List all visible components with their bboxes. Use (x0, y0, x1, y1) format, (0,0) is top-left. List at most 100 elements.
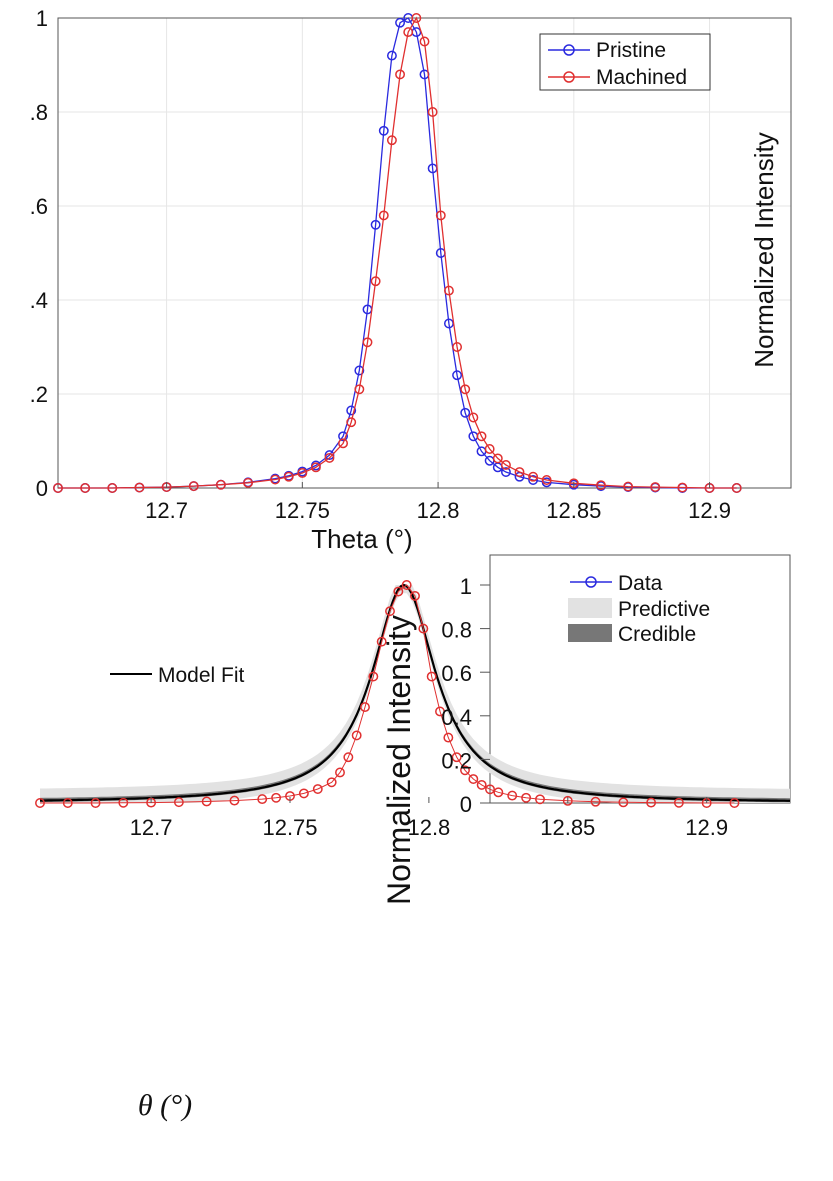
chart-bottom: 12.7 12.75 12.8 12.85 12.9 0 0.2 0.4 0.6 0.8 1 θ … (35, 554, 791, 1122)
bottom-x-ticks: 12.7 12.75 12.8 12.85 12.9 (130, 797, 728, 840)
top-point-machined (215, 479, 226, 490)
bottom-series (35, 580, 790, 808)
bottom-data-point (401, 580, 412, 590)
top-legend-label-pristine: Pristine (596, 39, 666, 62)
top-point-machined (650, 482, 661, 493)
top-point-machined (378, 210, 389, 221)
top-x-axis-label: Theta (°) (311, 524, 412, 554)
bottom-data-point (312, 784, 323, 794)
top-point-machined (500, 460, 511, 470)
top-point-pristine (370, 219, 381, 230)
bottom-data-point (521, 792, 532, 803)
top-y-axis-label: Normalized Intensity (749, 132, 779, 368)
top-point-pristine (395, 17, 406, 28)
chart-top: 12.7 12.75 12.8 12.85 12.9 0 .2 .4 .6 .8 1 Theta … (30, 6, 792, 554)
top-point-machined (419, 36, 430, 47)
top-point-pristine (528, 475, 539, 485)
bottom-y-tick-label: 1 (460, 574, 472, 599)
bottom-legend: Data Predictive Credible Model Fit (110, 572, 710, 687)
bottom-data-point (385, 606, 395, 617)
top-point-machined (324, 452, 335, 463)
bottom-data-point (618, 797, 629, 808)
top-point-machined (476, 431, 487, 442)
bottom-data-point (62, 798, 73, 808)
top-point-machined (386, 135, 397, 146)
top-plot-frame (57, 17, 792, 489)
bottom-data-point (535, 794, 545, 805)
top-point-machined (370, 276, 381, 287)
bottom-data-point (468, 774, 479, 784)
top-point-machined (107, 483, 118, 493)
top-point-machined (492, 453, 503, 464)
bottom-legend-label-data: Data (618, 572, 663, 595)
top-y-tick-label: 0 (36, 476, 48, 501)
top-point-machined (468, 412, 479, 423)
bottom-x-tick-label: 12.8 (407, 815, 450, 840)
bottom-data-point (35, 798, 45, 808)
top-point-machined (427, 107, 438, 117)
top-point-pristine (386, 50, 397, 61)
bottom-data-point (376, 636, 387, 647)
top-point-machined (677, 482, 688, 493)
bottom-data-point (326, 777, 337, 788)
bottom-legend-swatch-predictive (568, 598, 612, 618)
top-y-ticks: 0 .2 .4 .6 .8 1 (30, 6, 48, 501)
top-legend-marker-pristine (563, 44, 575, 56)
top-point-pristine (500, 467, 511, 477)
bottom-x-tick-label: 12.9 (685, 815, 728, 840)
bottom-data-point (229, 795, 240, 806)
bottom-data-point (368, 671, 379, 682)
bottom-data-point (451, 752, 462, 763)
bottom-data-point (90, 798, 101, 808)
top-point-machined (346, 417, 357, 428)
top-point-machined (623, 481, 634, 492)
bottom-x-tick-label: 12.7 (130, 815, 173, 840)
bottom-legend-swatch-credible (568, 624, 612, 642)
top-x-ticks: 12.7 12.75 12.8 12.85 12.9 (145, 482, 731, 523)
bottom-data-point (590, 796, 601, 807)
bottom-data-point (485, 784, 495, 795)
top-point-machined (411, 13, 422, 23)
bottom-data-point (173, 797, 184, 808)
top-point-machined (435, 210, 446, 221)
bottom-data-point (351, 730, 362, 741)
bottom-data-point (418, 623, 429, 634)
top-point-pristine (452, 370, 463, 381)
bottom-x-tick-label: 12.75 (262, 815, 317, 840)
top-y-tick-label: 1 (36, 6, 48, 31)
bottom-data-point (729, 798, 740, 808)
bottom-data-point (443, 732, 454, 743)
bottom-y-tick-label: 0.8 (441, 618, 472, 643)
bottom-data-point (393, 586, 404, 597)
bottom-data-point (562, 795, 573, 806)
bottom-legend-label-credible: Credible (618, 623, 696, 646)
top-x-tick-label: 12.75 (275, 498, 330, 523)
top-point-machined (395, 69, 406, 80)
top-y-tick-label: .4 (30, 288, 48, 313)
bottom-data-point (257, 794, 268, 805)
top-point-pristine (460, 407, 471, 418)
top-legend-label-machined: Machined (596, 66, 687, 89)
top-point-pristine (346, 405, 357, 416)
top-point-machined (188, 481, 199, 492)
top-point-machined (297, 468, 308, 478)
bottom-data-point (343, 752, 354, 763)
bottom-data-point (507, 790, 518, 801)
top-x-tick-label: 12.85 (546, 498, 601, 523)
top-point-machined (243, 477, 253, 488)
bottom-data-point (476, 779, 487, 790)
top-y-tick-label: .2 (30, 382, 48, 407)
bottom-model-fit-line (40, 583, 790, 802)
top-legend-box (539, 33, 711, 91)
top-y-tick-label: .8 (30, 100, 48, 125)
bottom-data-point (460, 765, 470, 776)
top-point-machined (310, 462, 321, 473)
top-point-machined (514, 467, 525, 477)
bottom-data-point (201, 796, 212, 807)
bottom-data-point (493, 787, 504, 798)
top-point-pristine (324, 450, 335, 461)
bottom-data-point (298, 788, 309, 799)
bottom-y-tick-label: 0.2 (441, 748, 472, 773)
top-point-machined (270, 474, 281, 485)
